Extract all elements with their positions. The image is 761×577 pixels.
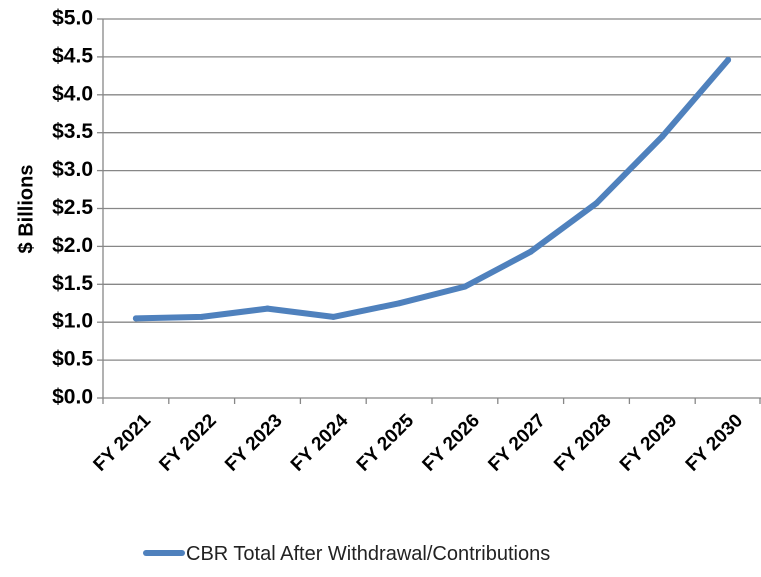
x-tick-label: FY 2026 xyxy=(419,410,484,475)
x-tick-label: FY 2028 xyxy=(550,410,615,475)
series xyxy=(132,56,732,322)
series-line xyxy=(132,56,732,322)
y-tick-label: $2.5 xyxy=(52,196,93,219)
y-tick-label: $0.0 xyxy=(52,386,93,409)
y-tick-label: $1.0 xyxy=(52,310,93,333)
y-tick-label: $3.5 xyxy=(52,120,93,143)
x-tick-label: FY 2030 xyxy=(682,410,747,475)
x-tick-label: FY 2023 xyxy=(221,410,286,475)
data-point xyxy=(593,200,600,207)
x-axis-ticks: FY 2021 FY 2022 FY 2023 FY 2024 FY 2025 FY 20… xyxy=(90,410,748,476)
data-point xyxy=(396,300,403,307)
data-point xyxy=(198,313,205,320)
y-tick-label: $4.5 xyxy=(52,44,93,67)
legend-label: CBR Total After Withdrawal/Contributions xyxy=(186,543,550,565)
x-tick-label: FY 2029 xyxy=(616,410,681,475)
axes xyxy=(97,18,761,404)
data-point xyxy=(659,133,666,140)
y-axis-label: $ Billions xyxy=(15,165,37,254)
x-tick-label: FY 2027 xyxy=(484,410,549,475)
data-point xyxy=(264,305,271,312)
data-point xyxy=(725,56,732,63)
x-tick-label: FY 2021 xyxy=(90,410,156,476)
y-axis-ticks: $0.0 $0.5 $1.0 $1.5 $2.0 $2.5 $3.0 $3.5 $4.0 $4.5… xyxy=(52,7,93,409)
y-tick-label: $1.5 xyxy=(52,272,93,295)
data-point xyxy=(527,248,534,255)
data-point xyxy=(330,313,337,320)
x-tick-label: FY 2025 xyxy=(353,410,419,476)
x-tick-label: FY 2024 xyxy=(287,410,353,476)
y-tick-label: $0.5 xyxy=(52,348,93,371)
legend: CBR Total After Withdrawal/Contributions xyxy=(143,543,550,565)
y-tick-label: $4.0 xyxy=(52,82,93,105)
gridlines xyxy=(103,18,761,361)
data-point xyxy=(132,315,139,322)
y-tick-label: $3.0 xyxy=(52,158,93,181)
y-tick-label: $2.0 xyxy=(52,234,93,257)
x-tick-label: FY 2022 xyxy=(155,410,220,475)
y-tick-label: $5.0 xyxy=(52,7,93,30)
data-point xyxy=(461,283,468,290)
